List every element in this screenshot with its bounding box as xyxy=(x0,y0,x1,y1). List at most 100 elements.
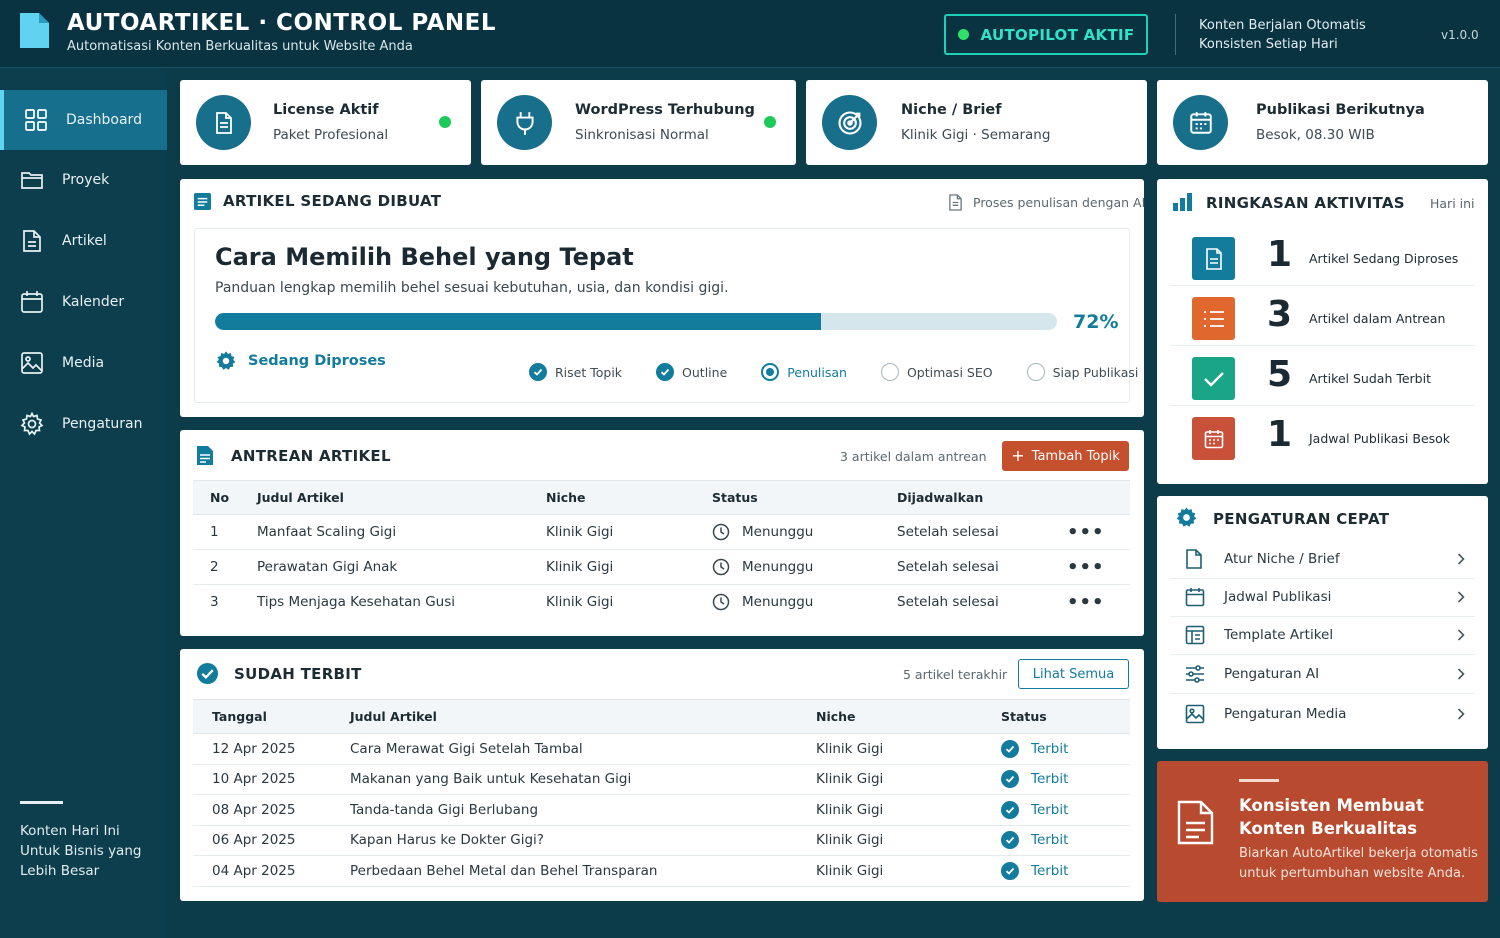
promo-divider xyxy=(1239,779,1279,782)
check-icon xyxy=(529,363,547,381)
logo-icon xyxy=(20,13,49,48)
table-row[interactable]: 08 Apr 2025 Tanda-tanda Gigi Berlubang K… xyxy=(193,794,1130,826)
promo-banner: Konsisten Membuat Konten Berkualitas Bia… xyxy=(1157,761,1488,902)
sidebar-item-proyek[interactable]: Proyek xyxy=(0,150,167,210)
activity-section-title: RINGKASAN AKTIVITAS xyxy=(1206,194,1405,212)
table-row[interactable]: 06 Apr 2025 Kapan Harus ke Dokter Gigi? … xyxy=(193,825,1130,856)
wordpress-card[interactable]: WordPress Terhubung Sinkronisasi Normal xyxy=(481,80,796,165)
row-no: 3 xyxy=(210,594,219,611)
table-row[interactable]: 2 Perawatan Gigi Anak Klinik Gigi Menung… xyxy=(193,549,1130,585)
activity-label: Artikel Sudah Terbit xyxy=(1309,371,1431,386)
published-table: Tanggal Judul Artikel Niche Status 12 Ap… xyxy=(193,699,1130,887)
calendar-icon xyxy=(1185,587,1205,606)
autopilot-status-button[interactable]: AUTOPILOT AKTIF xyxy=(944,14,1148,55)
radio-active-icon xyxy=(761,363,780,381)
step-penulisan: Penulisan xyxy=(761,363,847,381)
col-no: No xyxy=(193,480,257,515)
step-riset-topik: Riset Topik xyxy=(529,363,622,381)
sidebar-item-kalender[interactable]: Kalender xyxy=(0,272,167,332)
calendar-icon xyxy=(1173,95,1228,150)
row-more-button[interactable]: ••• xyxy=(1067,514,1130,550)
table-row[interactable]: 12 Apr 2025 Cara Merawat Gigi Setelah Ta… xyxy=(193,733,1130,765)
quick-item-media[interactable]: Pengaturan Media xyxy=(1170,694,1475,734)
row-status: Terbit xyxy=(1001,794,1130,826)
check-circle-icon xyxy=(1001,739,1019,758)
view-all-button[interactable]: Lihat Semua xyxy=(1018,659,1129,689)
col-title: Judul Artikel xyxy=(350,699,816,734)
row-niche: Klinik Gigi xyxy=(546,594,614,611)
row-niche: Klinik Gigi xyxy=(546,514,712,550)
current-article-title: Cara Memilih Behel yang Tepat xyxy=(215,243,634,271)
row-status: Menunggu xyxy=(712,549,897,585)
col-actions xyxy=(1067,480,1130,515)
sidebar-item-label: Kalender xyxy=(62,294,125,310)
check-circle-icon xyxy=(1001,831,1019,850)
target-icon xyxy=(822,95,877,150)
row-more-button[interactable]: ••• xyxy=(1067,549,1130,585)
status-label: Terbit xyxy=(1031,862,1069,879)
sidebar-footer-text: Konten Hari Ini Untuk Bisnis yang Lebih … xyxy=(20,821,160,881)
row-more-button[interactable]: ••• xyxy=(1067,585,1130,620)
ai-process-hint: Proses penulisan dengan AI xyxy=(948,194,1145,211)
document-icon xyxy=(23,230,41,252)
activity-item-queue[interactable]: 3 Artikel dalam Antrean xyxy=(1170,289,1475,346)
more-icon: ••• xyxy=(1067,521,1105,543)
table-row[interactable]: 1 Manfaat Scaling Gigi Klinik Gigi Menun… xyxy=(193,514,1130,550)
next-publish-card[interactable]: Publikasi Berikutnya Besok, 08.30 WIB xyxy=(1157,80,1488,165)
activity-period: Hari ini xyxy=(1430,196,1475,211)
sidebar-item-artikel[interactable]: Artikel xyxy=(0,211,167,271)
chevron-right-icon xyxy=(1457,552,1465,565)
license-title: License Aktif xyxy=(273,102,379,118)
sidebar-item-media[interactable]: Media xyxy=(0,333,167,393)
quick-item-niche[interactable]: Atur Niche / Brief xyxy=(1170,539,1475,579)
current-article-box[interactable]: Cara Memilih Behel yang Tepat Panduan le… xyxy=(194,228,1138,403)
quick-item-label: Jadwal Publikasi xyxy=(1224,588,1332,605)
status-dot-icon xyxy=(957,29,969,40)
niche-card[interactable]: Niche / Brief Klinik Gigi · Semarang xyxy=(806,80,1147,165)
col-niche: Niche xyxy=(816,699,1001,734)
app-subtitle: Automatisasi Konten Berkualitas untuk We… xyxy=(67,39,413,54)
activity-item-processing[interactable]: 1 Artikel Sedang Diproses xyxy=(1170,229,1475,286)
document-icon xyxy=(193,192,212,211)
niche-sub: Klinik Gigi · Semarang xyxy=(901,127,1051,143)
activity-item-published[interactable]: 5 Artikel Sudah Terbit xyxy=(1170,349,1475,406)
sidebar-item-pengaturan[interactable]: Pengaturan xyxy=(0,394,167,454)
col-title: Judul Artikel xyxy=(257,480,546,515)
queue-table: No Judul Artikel Niche Status Dijadwalka… xyxy=(193,480,1130,620)
table-row[interactable]: 10 Apr 2025 Makanan yang Baik untuk Kese… xyxy=(193,764,1130,795)
status-label: Terbit xyxy=(1031,801,1069,818)
tagline-line-1: Konten Berjalan Otomatis xyxy=(1199,18,1366,33)
check-circle-icon xyxy=(1001,800,1019,819)
quick-section-title: PENGATURAN CEPAT xyxy=(1213,510,1390,528)
quick-item-template[interactable]: Template Artikel xyxy=(1170,615,1475,655)
row-niche: Klinik Gigi xyxy=(816,794,1001,826)
check-icon xyxy=(1192,357,1235,400)
footer-line-3: Lebih Besar xyxy=(20,863,100,879)
sidebar-item-label: Pengaturan xyxy=(62,416,143,432)
status-label: Menunggu xyxy=(742,524,814,540)
document-icon xyxy=(197,446,213,465)
list-icon xyxy=(1192,297,1235,340)
row-no: 1 xyxy=(193,514,257,550)
more-icon: ••• xyxy=(1067,556,1105,578)
sliders-icon xyxy=(1186,664,1204,683)
promo-text: Biarkan AutoArtikel bekerja otomatis unt… xyxy=(1239,844,1478,884)
sidebar-item-dashboard[interactable]: Dashboard xyxy=(0,90,167,150)
chevron-right-icon xyxy=(1457,708,1465,720)
quick-item-schedule[interactable]: Jadwal Publikasi xyxy=(1170,577,1475,617)
row-niche: Klinik Gigi xyxy=(816,733,1001,765)
license-card[interactable]: License Aktif Paket Profesional xyxy=(180,80,471,165)
quick-item-ai[interactable]: Pengaturan AI xyxy=(1170,654,1475,694)
ai-process-text: Proses penulisan dengan AI xyxy=(973,195,1146,210)
table-row[interactable]: 04 Apr 2025 Perbedaan Behel Metal dan Be… xyxy=(193,855,1130,887)
promo-title-line-1: Konsisten Membuat xyxy=(1239,796,1424,815)
row-schedule: Setelah selesai xyxy=(897,514,1067,550)
radio-empty-icon xyxy=(880,363,899,381)
row-status: Terbit xyxy=(1001,825,1130,856)
promo-text-line-2: untuk pertumbuhan website Anda. xyxy=(1239,866,1466,881)
add-topic-button[interactable]: + Tambah Topik xyxy=(1002,441,1129,471)
activity-item-schedule[interactable]: 1 Jadwal Publikasi Besok xyxy=(1170,409,1475,466)
row-status: Terbit xyxy=(1001,733,1130,765)
table-row[interactable]: 3 Tips Menjaga Kesehatan Gusi Klinik Gig… xyxy=(193,585,1130,620)
tagline-line-2: Konsisten Setiap Hari xyxy=(1199,37,1338,52)
